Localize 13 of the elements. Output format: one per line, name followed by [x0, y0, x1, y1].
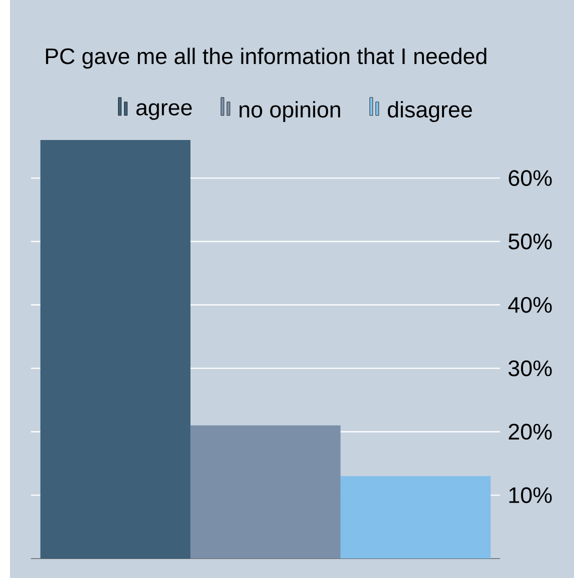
- y-tick-label: 20%: [508, 424, 552, 440]
- y-tick-label: 30%: [508, 360, 552, 376]
- legend-label: disagree: [388, 101, 472, 122]
- y-tick-label: 60%: [508, 170, 552, 186]
- bar: [190, 425, 341, 559]
- legend-label: agree: [136, 103, 192, 120]
- bar: [40, 140, 190, 559]
- y-tick-label: 10%: [509, 487, 552, 504]
- legend-label: no opinion: [240, 101, 340, 122]
- y-tick-label: 40%: [508, 296, 552, 313]
- chart-title: PC gave me all the information that I needed: [46, 48, 486, 69]
- bar: [340, 476, 491, 559]
- y-tick-label: 50%: [508, 234, 552, 250]
